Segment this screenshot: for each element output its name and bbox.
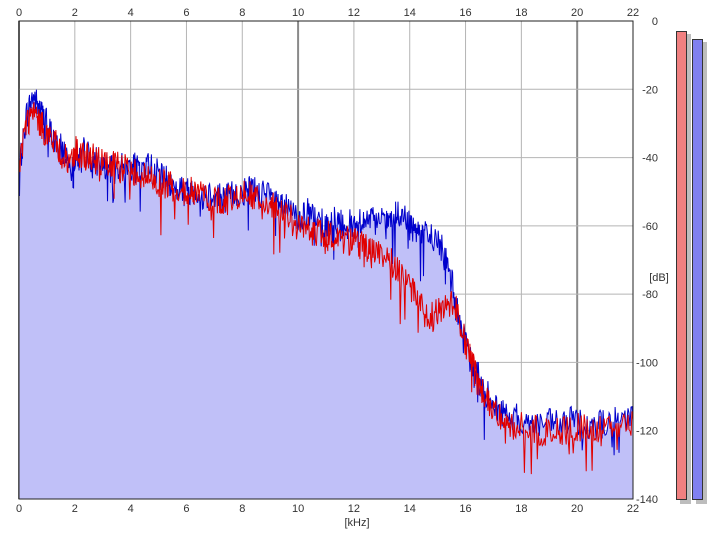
y-tick-label: -120 <box>636 426 658 438</box>
y-tick-label: -60 <box>642 221 658 233</box>
y-axis-label: [dB] <box>649 272 669 284</box>
y-tick-label: -40 <box>642 153 658 165</box>
y-tick-label: 0 <box>652 16 658 28</box>
x-tick-label-bottom: 0 <box>16 503 22 515</box>
x-tick-label-top: 12 <box>348 7 360 19</box>
y-tick-label: -100 <box>636 357 658 369</box>
plot-frame <box>18 20 634 500</box>
x-tick-label-top: 4 <box>128 7 134 19</box>
x-tick-label-bottom: 22 <box>627 503 639 515</box>
x-tick-label-top: 2 <box>72 7 78 19</box>
x-tick-label-bottom: 6 <box>183 503 189 515</box>
x-tick-label-bottom: 12 <box>348 503 360 515</box>
x-tick-label-top: 6 <box>183 7 189 19</box>
x-tick-label-bottom: 16 <box>459 503 471 515</box>
x-tick-label-bottom: 2 <box>72 503 78 515</box>
y-tick-labels: 0 -20 -40 -60 -80 -100 -120 -140 <box>636 16 658 506</box>
series-lines <box>18 89 634 475</box>
x-tick-label-top: 10 <box>292 7 304 19</box>
x-tick-label-bottom: 20 <box>571 503 583 515</box>
left-channel-level-meter <box>676 31 687 500</box>
x-tick-label-top: 20 <box>571 7 583 19</box>
y-tick-label: -20 <box>642 84 658 96</box>
x-tick-label-top: 0 <box>16 7 22 19</box>
right-channel-level-meter <box>692 39 703 500</box>
x-tick-label-bottom: 10 <box>292 503 304 515</box>
x-tick-label-top: 14 <box>404 7 416 19</box>
x-tick-label-bottom: 4 <box>128 503 134 515</box>
x-tick-label-bottom: 8 <box>239 503 245 515</box>
y-tick-label: -80 <box>642 289 658 301</box>
series-line-1 <box>18 102 634 475</box>
y-tick-label: -140 <box>636 494 658 506</box>
x-tick-labels-bottom: 0 2 4 6 8 10 12 14 16 18 20 22 <box>16 503 639 515</box>
x-tick-label-top: 16 <box>459 7 471 19</box>
x-tick-labels-top: 0 2 4 6 8 10 12 14 16 18 20 22 <box>16 7 639 19</box>
x-tick-label-top: 18 <box>515 7 527 19</box>
x-tick-label-top: 22 <box>627 7 639 19</box>
x-axis-label: [kHz] <box>344 517 369 529</box>
x-tick-label-bottom: 14 <box>404 503 416 515</box>
x-tick-label-top: 8 <box>239 7 245 19</box>
x-tick-label-bottom: 18 <box>515 503 527 515</box>
